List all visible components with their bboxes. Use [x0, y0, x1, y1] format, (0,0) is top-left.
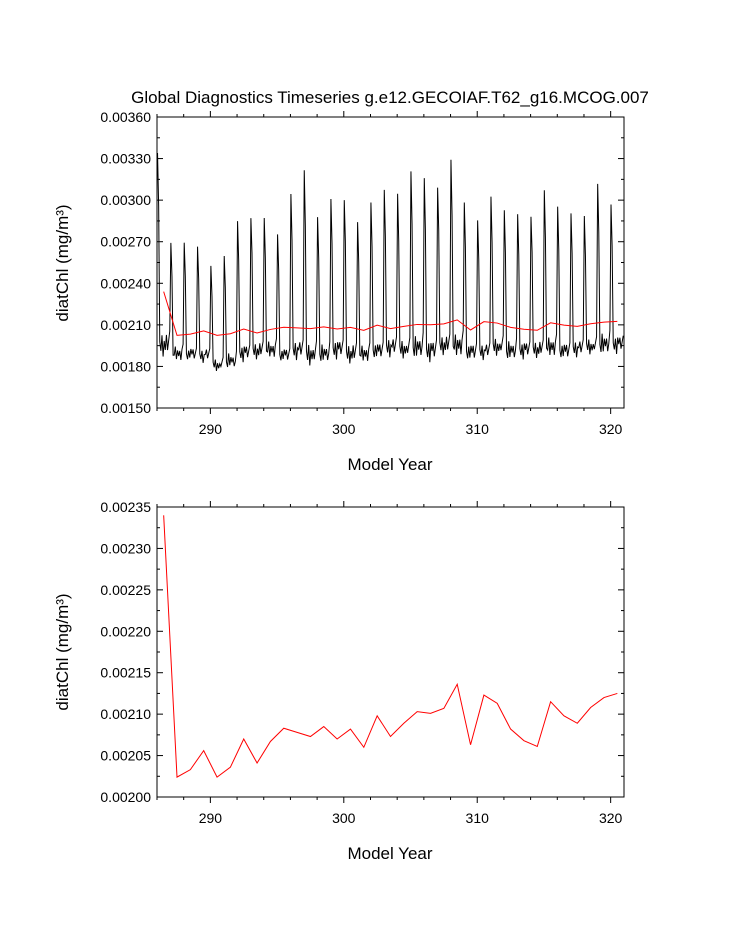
bottom-x-tick-label: 320 — [599, 810, 623, 826]
top-plot-area — [157, 153, 624, 372]
top-x-tick-label: 320 — [599, 421, 623, 437]
top-y-tick-label: 0.00240 — [100, 275, 151, 291]
bottom-x-tick-label: 310 — [466, 810, 490, 826]
bottom-y-tick-label: 0.00210 — [100, 706, 151, 722]
chart-title: Global Diagnostics Timeseries g.e12.GECO… — [131, 88, 649, 107]
top-y-axis-label: diatChl (mg/m³) — [53, 204, 72, 321]
top-y-axis: 0.00150 0.00180 0.00210 0.00240 0.00270 0.003… — [100, 109, 624, 416]
top-x-tick-label: 300 — [332, 421, 356, 437]
bottom-series-1-line — [163, 515, 618, 778]
top-x-tick-label: 290 — [199, 421, 223, 437]
bottom-x-axis-label: Model Year — [347, 844, 432, 863]
bottom-plot-area — [163, 515, 618, 778]
top-x-axis-label: Model Year — [347, 455, 432, 474]
bottom-x-tick-label: 300 — [332, 810, 356, 826]
bottom-y-tick-label: 0.00235 — [100, 499, 151, 515]
bottom-y-axis: 0.00200 0.00205 0.00210 0.00215 0.00220 0.002… — [100, 499, 624, 805]
top-panel: 0.00150 0.00180 0.00210 0.00240 0.00270 0.003… — [53, 109, 625, 474]
top-y-tick-label: 0.00210 — [100, 317, 151, 333]
bottom-y-axis-label: diatChl (mg/m³) — [53, 593, 72, 710]
bottom-y-tick-label: 0.00205 — [100, 748, 151, 764]
top-y-tick-label: 0.00180 — [100, 358, 151, 374]
top-series-2-line — [163, 291, 618, 336]
bottom-plot-frame — [156, 506, 625, 798]
top-y-tick-label: 0.00300 — [100, 192, 151, 208]
bottom-y-tick-label: 0.00225 — [100, 582, 151, 598]
top-series-1-line — [157, 153, 624, 372]
bottom-x-tick-label: 290 — [199, 810, 223, 826]
bottom-x-axis: 290 300 310 320 — [156, 501, 623, 826]
top-y-tick-label: 0.00360 — [100, 109, 151, 125]
top-x-tick-label: 310 — [466, 421, 490, 437]
top-y-tick-label: 0.00330 — [100, 151, 151, 167]
bottom-panel: 0.00200 0.00205 0.00210 0.00215 0.00220 0.002… — [53, 499, 625, 863]
bottom-y-tick-label: 0.00215 — [100, 665, 151, 681]
top-y-tick-label: 0.00270 — [100, 234, 151, 250]
bottom-y-tick-label: 0.00230 — [100, 540, 151, 556]
bottom-y-tick-label: 0.00200 — [100, 789, 151, 805]
top-y-tick-label: 0.00150 — [100, 400, 151, 416]
top-x-axis: 290 300 310 320 — [156, 111, 623, 437]
bottom-y-tick-label: 0.00220 — [100, 623, 151, 639]
